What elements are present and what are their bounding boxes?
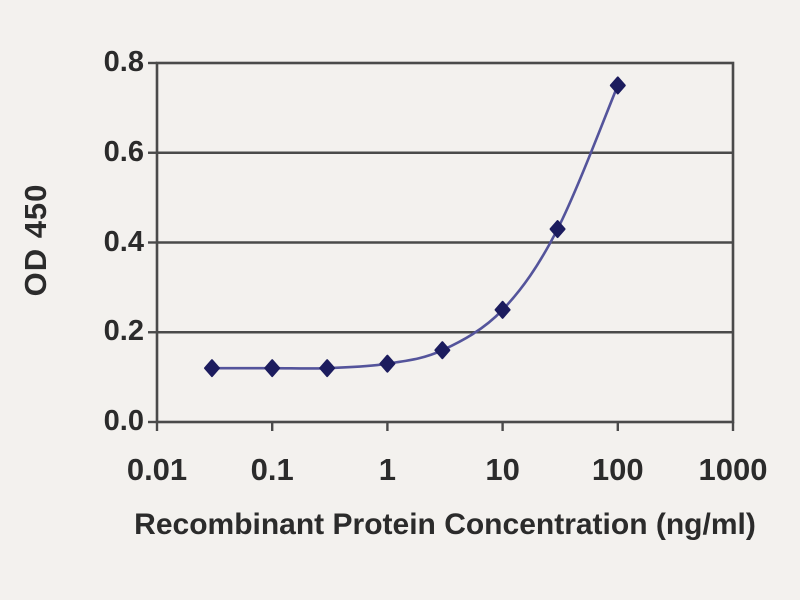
data-point-marker bbox=[494, 300, 511, 319]
y-tick-label: 0.6 bbox=[103, 135, 144, 168]
x-tick-label: 0.01 bbox=[126, 452, 188, 487]
data-point-marker bbox=[379, 354, 396, 373]
data-point-marker bbox=[549, 220, 566, 239]
y-tick-label: 0.4 bbox=[103, 225, 144, 258]
y-axis-title: OD 450 bbox=[18, 183, 53, 297]
data-point-marker bbox=[434, 341, 451, 360]
x-tick-label: 10 bbox=[485, 452, 520, 487]
y-tick-label: 0.0 bbox=[103, 404, 144, 437]
x-tick-label: 1000 bbox=[698, 452, 768, 487]
data-point-marker bbox=[609, 76, 626, 95]
data-point-marker bbox=[203, 359, 220, 378]
y-tick-label: 0.2 bbox=[103, 315, 144, 348]
x-axis-title: Recombinant Protein Concentration (ng/ml… bbox=[134, 508, 756, 541]
x-tick-label: 0.1 bbox=[250, 452, 294, 487]
x-tick-label: 100 bbox=[591, 452, 644, 487]
x-tick-label: 1 bbox=[378, 452, 397, 487]
data-point-marker bbox=[319, 359, 336, 378]
data-point-marker bbox=[264, 359, 281, 378]
plot-border bbox=[155, 61, 735, 424]
y-tick-label: 0.8 bbox=[103, 45, 144, 78]
